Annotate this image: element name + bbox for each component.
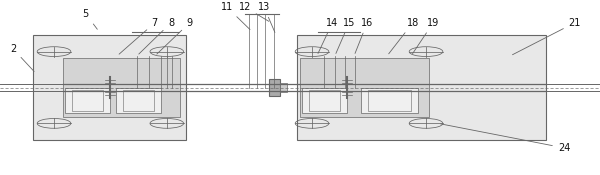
Bar	[368, 90, 411, 111]
Bar	[116, 88, 161, 113]
Text: 11: 11	[221, 2, 250, 30]
Text: 24: 24	[441, 124, 570, 153]
Text: 7: 7	[119, 18, 158, 54]
Bar	[361, 88, 418, 113]
Bar	[297, 35, 546, 140]
Bar	[65, 88, 110, 113]
Bar	[309, 90, 340, 111]
Bar	[302, 88, 347, 113]
Bar	[63, 58, 180, 117]
Text: 19: 19	[413, 18, 439, 54]
Text: 15: 15	[336, 18, 355, 53]
Bar	[123, 90, 154, 111]
Text: 9: 9	[157, 18, 193, 54]
Text: 14: 14	[318, 18, 338, 54]
Bar	[269, 79, 280, 96]
Bar	[33, 35, 186, 140]
Text: 21: 21	[512, 18, 581, 55]
Bar	[300, 58, 429, 117]
Text: 5: 5	[83, 9, 97, 29]
Text: 12: 12	[239, 2, 269, 21]
Text: 8: 8	[139, 18, 174, 54]
Bar	[72, 90, 103, 111]
Text: 13: 13	[258, 2, 275, 32]
Text: 16: 16	[355, 18, 373, 53]
Text: 2: 2	[10, 44, 34, 71]
Bar	[280, 83, 287, 92]
Text: 18: 18	[389, 18, 419, 54]
